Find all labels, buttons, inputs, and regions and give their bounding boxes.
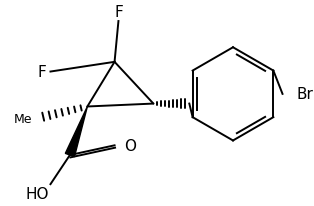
Text: O: O xyxy=(124,138,136,153)
Text: HO: HO xyxy=(25,186,49,201)
Text: F: F xyxy=(38,65,46,80)
Text: Me: Me xyxy=(14,112,32,125)
Text: F: F xyxy=(114,5,123,20)
Polygon shape xyxy=(65,107,87,157)
Text: Br: Br xyxy=(296,87,313,102)
